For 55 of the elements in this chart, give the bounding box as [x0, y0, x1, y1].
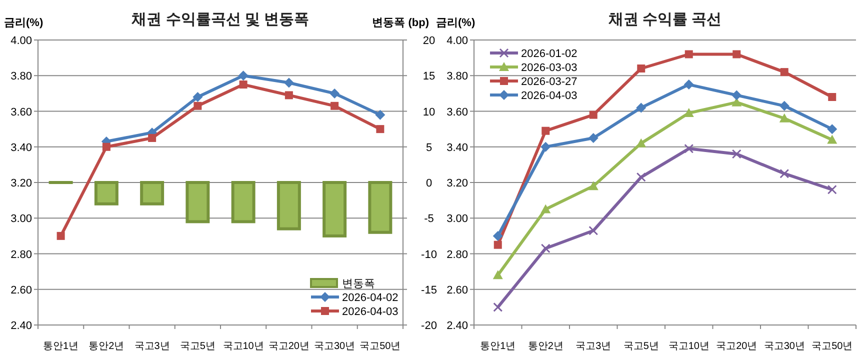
y-tick-label: 3.60 [446, 106, 468, 118]
legend-label: 2026-03-03 [521, 62, 578, 74]
y2-tick-label: -5 [424, 213, 434, 226]
x-tick-label: 통안1년 [480, 341, 516, 352]
x-tick-label: 국고10년 [222, 341, 264, 352]
y-tick-label: 2.80 [446, 248, 468, 261]
chart-title: 채권 수익률곡선 및 변동폭 [130, 11, 310, 28]
y2-tick-label: -10 [421, 248, 437, 261]
y2-axis-title: 변동폭 (bp) [372, 17, 430, 29]
y-tick-label: 2.40 [10, 320, 32, 332]
x-tick-label: 국고50년 [812, 341, 853, 352]
y-tick-label: 3.00 [446, 213, 468, 226]
legend-label: 2026-04-03 [521, 90, 578, 102]
x-tick-label: 국고30년 [314, 341, 356, 352]
y-tick-label: 3.80 [10, 70, 32, 83]
y2-tick-label: -15 [421, 284, 437, 296]
x-tick-label: 통안2년 [528, 341, 564, 352]
legend-label: 변동폭 [342, 278, 375, 290]
y-tick-label: 2.40 [446, 320, 468, 332]
x-tick-label: 국고3년 [576, 341, 612, 352]
x-tick-label: 통안2년 [88, 341, 124, 352]
y-tick-label: 3.40 [446, 142, 468, 154]
chart-title: 채권 수익률 곡선 [607, 11, 722, 28]
y-tick-label: 3.40 [10, 142, 32, 154]
x-tick-label: 국고30년 [764, 341, 805, 352]
y2-tick-label: 10 [422, 106, 436, 118]
legend-label: 2026-04-03 [342, 306, 398, 318]
y2-tick-label: 0 [426, 178, 432, 190]
y-tick-label: 2.60 [10, 284, 32, 296]
x-tick-label: 국고3년 [134, 341, 170, 352]
x-tick-label: 국고50년 [360, 341, 401, 352]
y2-tick-label: 15 [422, 70, 436, 83]
y-axis-title: 금리(%) [436, 17, 476, 29]
y2-tick-label: 5 [426, 142, 432, 154]
y-tick-label: 3.00 [10, 213, 32, 226]
x-tick-label: 국고10년 [668, 341, 710, 352]
legend-label: 2026-01-02 [521, 48, 578, 60]
y-tick-label: 4.00 [10, 35, 32, 47]
x-tick-label: 국고5년 [623, 341, 659, 352]
y-tick-label: 4.00 [446, 35, 468, 47]
x-tick-label: 국고20년 [268, 341, 310, 352]
y-tick-label: 3.80 [446, 70, 468, 83]
y-tick-label: 2.60 [446, 284, 468, 296]
y-axis-title: 금리(%) [4, 17, 44, 29]
x-tick-label: 통안1년 [43, 341, 79, 352]
y2-tick-label: 20 [422, 35, 436, 47]
y-tick-label: 3.20 [10, 178, 32, 190]
x-tick-label: 국고20년 [716, 341, 758, 352]
x-tick-label: 국고5년 [180, 341, 216, 352]
y-tick-label: 2.80 [10, 248, 32, 261]
y2-tick-label: -20 [421, 320, 437, 332]
legend-label: 2026-04-02 [342, 292, 398, 304]
y-tick-label: 3.60 [10, 106, 32, 118]
y-tick-label: 3.20 [446, 178, 468, 190]
legend-label: 2026-03-27 [521, 76, 578, 88]
